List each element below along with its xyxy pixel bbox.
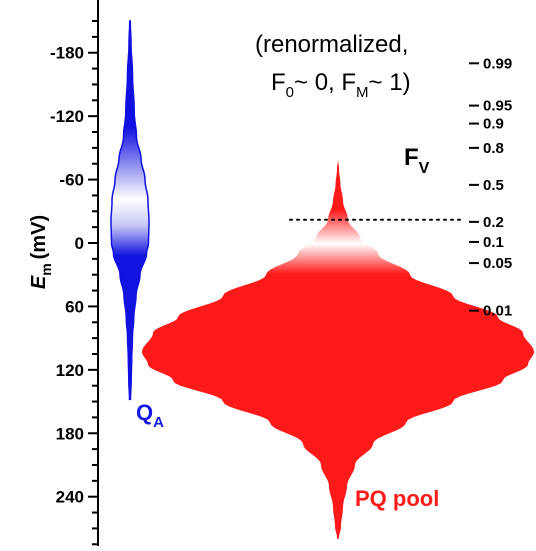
note-f0-subscript: 0 (286, 84, 294, 101)
y-tick-label: 120 (56, 361, 84, 380)
violin-qa (110, 20, 150, 401)
svg-text:Em(mV): Em (mV) (28, 215, 54, 289)
y-axis-ticks: -180 -120 -60 0 60 120 180 240 (50, 20, 98, 546)
fv-tick-label: 0.9 (483, 116, 504, 133)
y-tick-label: -60 (59, 171, 84, 190)
fv-tick-label: 0.05 (483, 255, 512, 272)
note-fm-subscript: M (356, 84, 369, 101)
note-fm-value: ~ 1) (369, 69, 411, 96)
note-line-1: (renormalized, (255, 31, 408, 58)
fv-tick-label: 0.95 (483, 98, 512, 115)
y-axis-title: Em (mV) (28, 215, 54, 289)
fv-tick-label: 0.8 (483, 140, 504, 157)
y-axis-title-symbol: E (28, 275, 50, 289)
violin-series (110, 20, 534, 539)
series-label-qa: QA (136, 400, 164, 431)
fv-tick-label: 0.01 (483, 303, 512, 320)
y-tick-label: 180 (56, 424, 84, 443)
fv-label-subscript: V (419, 160, 430, 177)
fv-tick-label: 0.99 (483, 55, 512, 72)
y-tick-label: 240 (56, 488, 84, 507)
fv-tick-label: 0.5 (483, 177, 504, 194)
fv-tick-label: 0.1 (483, 234, 504, 251)
y-axis-title-subscript: m (38, 263, 54, 275)
fv-axis-ticks: 0.99 0.950.9 0.8 0.5 0.2 0.1 0.05 0.01 (469, 55, 512, 320)
note-f0-value: ~ 0, F (294, 69, 356, 96)
y-axis-title-unit: (mV) (28, 215, 50, 259)
y-tick-label: 0 (75, 234, 84, 253)
note-f0-symbol: F (271, 69, 286, 96)
qa-label-subscript: A (153, 414, 164, 431)
note-line-2: F0~ 0, FM~ 1) (271, 69, 411, 101)
violin-pq-pool (142, 160, 534, 539)
fv-tick-label: 0.2 (483, 214, 504, 231)
fv-label-main: F (404, 144, 419, 171)
fv-axis-label: FV (404, 144, 430, 177)
y-tick-label: -120 (50, 107, 84, 126)
y-tick-label: 60 (65, 297, 84, 316)
series-label-pq-pool: PQ pool (355, 486, 439, 511)
y-tick-label: -180 (50, 44, 84, 63)
qa-label-main: Q (136, 400, 153, 425)
